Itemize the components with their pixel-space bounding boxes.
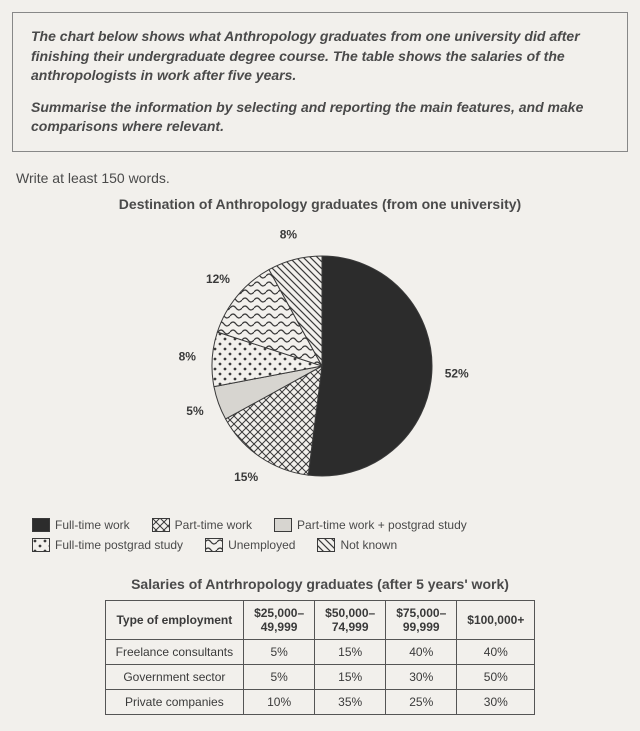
pie-legend: Full-time work Part-time work Part-time wo…: [32, 518, 608, 552]
salary-table-title: Salaries of Antrhropology graduates (aft…: [12, 576, 628, 592]
prompt-text-2: Summarise the information by selecting a…: [31, 98, 609, 137]
legend-label: Part-time work + postgrad study: [297, 518, 467, 532]
pie-slice-label: 52%: [445, 367, 469, 381]
legend-item: Not known: [317, 538, 397, 552]
table-header: $25,000–49,999: [244, 600, 315, 639]
pie-slice-label: 5%: [186, 404, 204, 418]
task-prompt-box: The chart below shows what Anthropology …: [12, 12, 628, 152]
table-cell: 30%: [457, 689, 535, 714]
pie-chart-title: Destination of Anthropology graduates (f…: [12, 196, 628, 212]
pie-svg: 52% 15% 5% 8% 12% 8%: [122, 216, 522, 506]
legend-label: Not known: [340, 538, 397, 552]
row-name: Private companies: [105, 689, 243, 714]
row-name: Government sector: [105, 664, 243, 689]
table-header: Type of employment: [105, 600, 243, 639]
row-name: Freelance consultants: [105, 639, 243, 664]
table-row: Private companies10%35%25%30%: [105, 689, 535, 714]
table-cell: 5%: [244, 639, 315, 664]
word-instruction: Write at least 150 words.: [16, 170, 628, 186]
legend-label: Part-time work: [175, 518, 252, 532]
pie-slice: [308, 256, 432, 476]
table-cell: 25%: [386, 689, 457, 714]
legend-swatch: [274, 518, 292, 532]
legend-item: Full-time postgrad study: [32, 538, 183, 552]
pie-slice-label: 8%: [280, 227, 298, 241]
legend-swatch: [317, 538, 335, 552]
table-cell: 30%: [386, 664, 457, 689]
table-header: $75,000–99,999: [386, 600, 457, 639]
table-cell: 50%: [457, 664, 535, 689]
table-row: Government sector5%15%30%50%: [105, 664, 535, 689]
legend-swatch: [32, 538, 50, 552]
table-row: Freelance consultants5%15%40%40%: [105, 639, 535, 664]
table-cell: 40%: [457, 639, 535, 664]
salary-table: Type of employment$25,000–49,999$50,000–…: [105, 600, 536, 715]
legend-item: Part-time work: [152, 518, 252, 532]
legend-label: Full-time postgrad study: [55, 538, 183, 552]
pie-slice-label: 8%: [179, 350, 197, 364]
table-header: $100,000+: [457, 600, 535, 639]
table-cell: 10%: [244, 689, 315, 714]
legend-swatch: [205, 538, 223, 552]
table-header: $50,000–74,999: [315, 600, 386, 639]
legend-item: Unemployed: [205, 538, 295, 552]
legend-label: Unemployed: [228, 538, 295, 552]
legend-label: Full-time work: [55, 518, 130, 532]
legend-item: Full-time work: [32, 518, 130, 532]
table-cell: 40%: [386, 639, 457, 664]
legend-swatch: [152, 518, 170, 532]
table-cell: 15%: [315, 664, 386, 689]
table-cell: 5%: [244, 664, 315, 689]
legend-swatch: [32, 518, 50, 532]
table-cell: 35%: [315, 689, 386, 714]
table-cell: 15%: [315, 639, 386, 664]
pie-slice-label: 15%: [234, 470, 258, 484]
pie-slice-label: 12%: [206, 272, 230, 286]
prompt-text-1: The chart below shows what Anthropology …: [31, 27, 609, 86]
pie-chart: 52% 15% 5% 8% 12% 8%: [12, 216, 632, 506]
legend-item: Part-time work + postgrad study: [274, 518, 467, 532]
